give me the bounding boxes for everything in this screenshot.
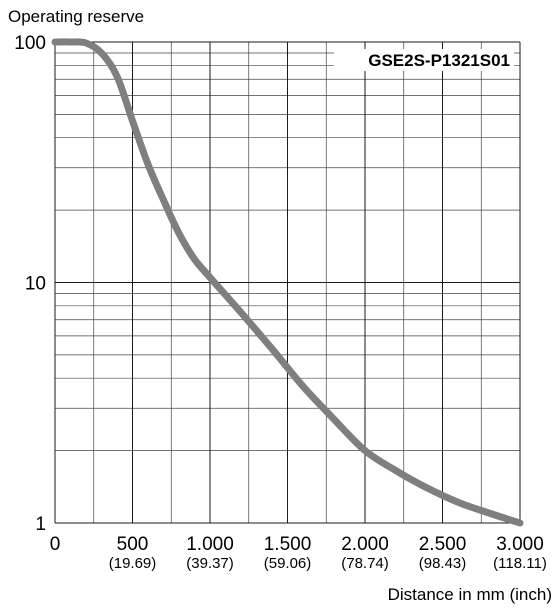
x-tick-label: 3.000	[496, 534, 544, 555]
x-tick-label: 1.000	[186, 534, 234, 555]
y-tick-label: 100	[14, 33, 46, 54]
y-tick-label: 1	[35, 514, 46, 535]
x-tick-sublabel: (19.69)	[109, 555, 157, 572]
model-label-box: GSE2S-P1321S01	[334, 49, 514, 71]
x-tick-label: 0	[50, 534, 61, 555]
model-label-background	[334, 49, 514, 71]
series-line	[51, 38, 524, 527]
x-tick-label: 2.000	[341, 534, 389, 555]
y-tick-label: 10	[25, 274, 46, 295]
x-tick-sublabel: (59.06)	[264, 555, 312, 572]
x-tick-labels: 0 500(19.69) 1.000(39.37) 1.500(59.06) 2.000…	[50, 534, 547, 572]
y-axis-label: Operating reserve	[8, 7, 144, 26]
x-tick-label: 500	[117, 534, 149, 555]
x-tick-sublabel: (98.43)	[419, 555, 467, 572]
y-tick-labels: 1 10 100	[14, 33, 46, 535]
x-axis-label: Distance in mm (inch)	[388, 585, 552, 604]
x-tick-label: 2.500	[419, 534, 467, 555]
x-tick-label: 1.500	[264, 534, 312, 555]
x-tick-sublabel: (78.74)	[341, 555, 389, 572]
series-layer	[51, 38, 524, 527]
x-tick-sublabel: (118.11)	[493, 555, 547, 572]
model-label: GSE2S-P1321S01	[368, 51, 510, 70]
x-tick-sublabel: (39.37)	[186, 555, 234, 572]
